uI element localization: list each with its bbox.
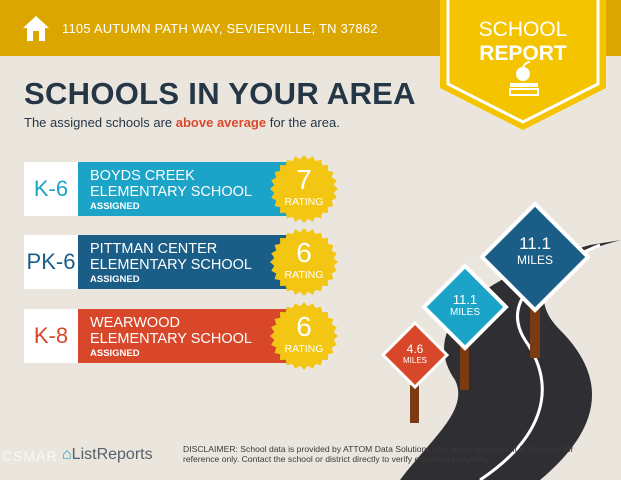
rating-seal-icon	[270, 155, 338, 223]
subtitle: The assigned schools are above average f…	[24, 115, 340, 130]
rating: 7 RATING	[284, 164, 324, 209]
rating: 6 RATING	[284, 311, 324, 356]
disclaimer: DISCLAIMER: School data is provided by A…	[183, 444, 574, 464]
school-name-line2: ELEMENTARY SCHOOL	[90, 184, 252, 200]
distance-sign-2	[421, 263, 509, 351]
school-info: BOYDS CREEK ELEMENTARY SCHOOL ASSIGNED	[78, 162, 293, 216]
school-name-line1: BOYDS CREEK	[90, 168, 195, 184]
badge-line1: SCHOOL	[478, 18, 568, 41]
school-info: PITTMAN CENTER ELEMENTARY SCHOOL ASSIGNED	[78, 235, 293, 289]
home-icon	[23, 16, 49, 41]
badge-line2: REPORT	[479, 42, 567, 65]
school-row: K-6 BOYDS CREEK ELEMENTARY SCHOOL ASSIGNED…	[24, 155, 344, 223]
sign-3-text: 4.6 MILES	[402, 342, 427, 365]
logo-house-icon: ⌂	[62, 446, 72, 463]
school-info: WEARWOOD ELEMENTARY SCHOOL ASSIGNED	[78, 309, 293, 363]
property-address: 1105 AUTUMN PATH WAY, SEVIERVILLE, TN 37…	[62, 21, 378, 36]
watermark: CSMAR	[2, 448, 58, 464]
grade-range: K-6	[24, 162, 78, 216]
assigned-label: ASSIGNED	[90, 274, 140, 285]
grade-range: K-8	[24, 309, 78, 363]
rating-seal-icon	[270, 302, 338, 370]
apple-books-icon	[509, 61, 539, 96]
listreports-logo: ⌂ListReports	[62, 446, 153, 463]
rating-seal-icon	[270, 228, 338, 296]
page-title: SCHOOLS IN YOUR AREA	[24, 76, 416, 111]
distance-sign-3	[380, 320, 450, 390]
sign-1-text: 11.1 MILES	[516, 234, 553, 267]
school-name-line2: ELEMENTARY SCHOOL	[90, 257, 252, 273]
rating: 6 RATING	[284, 237, 324, 282]
sign-2-text: 11.1 MILES	[449, 292, 480, 318]
assigned-label: ASSIGNED	[90, 348, 140, 359]
grade-range: PK-6	[24, 235, 78, 289]
school-name-line2: ELEMENTARY SCHOOL	[90, 331, 252, 347]
school-row: PK-6 PITTMAN CENTER ELEMENTARY SCHOOL ASSI…	[24, 228, 344, 296]
assigned-label: ASSIGNED	[90, 201, 140, 212]
school-report-badge	[440, 0, 606, 130]
distance-sign-1	[479, 201, 591, 313]
school-name-line1: PITTMAN CENTER	[90, 241, 218, 257]
school-name-line1: WEARWOOD	[90, 315, 180, 331]
